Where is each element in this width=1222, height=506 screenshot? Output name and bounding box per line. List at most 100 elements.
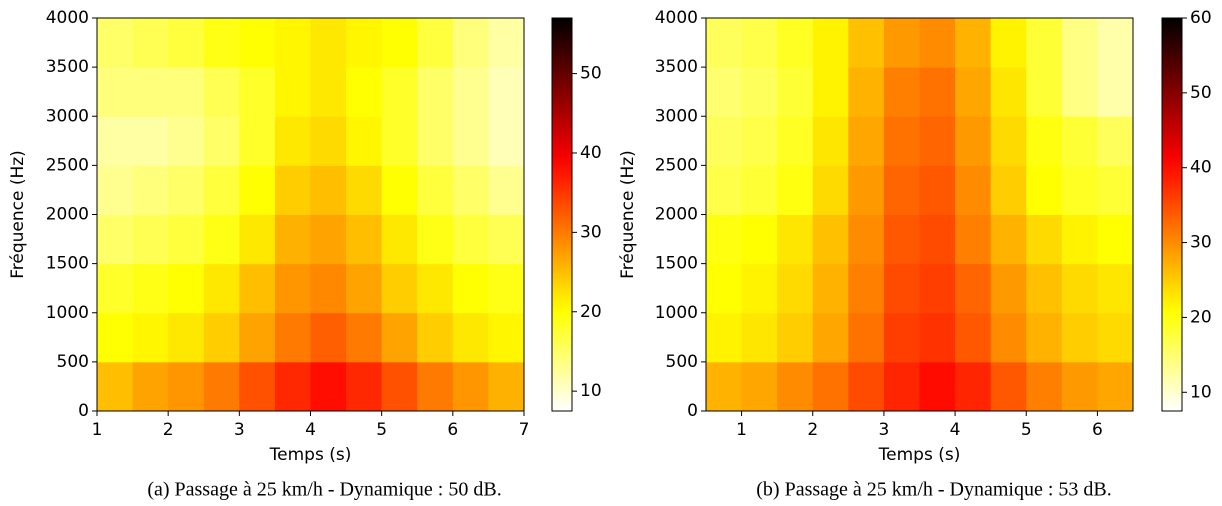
heatmap-cell [132,361,169,412]
caption: (a) Passage à 25 km/h - Dynamique : 50 d… [147,479,501,501]
heatmap-cell [1026,312,1063,363]
heatmap-cell [452,361,489,412]
x-axis-label: Temps (s) [878,445,961,465]
heatmap-cell [97,165,134,215]
heatmap-cell [417,214,454,265]
heatmap-cell [706,312,743,363]
heatmap-cell [1097,165,1134,215]
heatmap-cell [1026,263,1063,314]
y-tick-label: 1000 [46,303,89,323]
heatmap-cell [955,116,992,166]
heatmap-cell [132,312,169,363]
heatmap-cell [452,312,489,363]
heatmap-cell [452,18,489,68]
heatmap-cell [417,263,454,314]
heatmap-cell [97,361,134,412]
colorbar-tick-label: 10 [1190,382,1212,402]
heatmap-cell [955,18,992,68]
heatmap-cell [1026,116,1063,166]
heatmap-cell [1097,214,1134,265]
heatmap-cell [883,312,920,363]
colorbar [1161,17,1183,412]
x-tick-label: 2 [807,420,818,440]
heatmap-cell [168,214,205,265]
heatmap-cell [777,165,814,215]
heatmap-cell [777,361,814,412]
heatmap-cell [417,165,454,215]
heatmap-cell [346,18,383,68]
heatmap-cell [97,116,134,166]
heatmap-cell [1026,18,1063,68]
heatmap-cell [777,18,814,68]
heatmap-cell [706,67,743,117]
heatmap-cell [1061,312,1098,363]
heatmap-cell [310,361,347,412]
x-tick-label: 5 [1021,420,1032,440]
heatmap-cell [706,165,743,215]
heatmap-cell [883,263,920,314]
heatmap-cell [919,18,956,68]
heatmap-cell [1026,67,1063,117]
y-tick-label: 500 [666,352,698,372]
heatmap-cell [417,18,454,68]
heatmap-cell [346,67,383,117]
y-tick-label: 1500 [655,254,698,274]
heatmap-cell [381,263,418,314]
heatmap-cell [741,67,778,117]
y-tick-label: 3500 [655,57,698,77]
heatmap-cell [1097,67,1134,117]
heatmap-cell [417,312,454,363]
heatmap-cell [310,214,347,265]
heatmap-cell [452,165,489,215]
y-tick-label: 0 [687,401,698,421]
heatmap-cell [741,361,778,412]
colorbar-tick-label: 50 [1190,83,1212,103]
heatmap-cell [848,361,885,412]
x-tick-label: 4 [950,420,961,440]
heatmap-cell [97,18,134,68]
x-tick-label: 7 [519,420,530,440]
heatmap-cell [955,361,992,412]
heatmap-cell [346,165,383,215]
heatmap-cell [955,165,992,215]
heatmap-cell [168,67,205,117]
heatmap-cell [990,116,1027,166]
heatmap-cell [741,214,778,265]
heatmap-cell [812,312,849,363]
y-tick-label: 1000 [655,303,698,323]
heatmap-cell [741,18,778,68]
heatmap-cell [919,214,956,265]
heatmap-cell [239,116,276,166]
heatmap-cell [848,263,885,314]
heatmap-cell [848,165,885,215]
heatmap-cell [239,214,276,265]
heatmap-cell [848,116,885,166]
colorbar-tick-label: 20 [1190,307,1212,327]
heatmap-cell [777,263,814,314]
heatmap-cell [812,214,849,265]
heatmap-cell [203,18,240,68]
x-tick-label: 4 [305,420,316,440]
x-tick-label: 3 [879,420,890,440]
heatmap-cell [168,312,205,363]
colorbar-tick-label: 40 [1190,158,1212,178]
heatmap-cell [239,263,276,314]
heatmap-cell [848,312,885,363]
heatmap-cell [239,312,276,363]
y-tick-label: 1500 [46,254,89,274]
heatmap-cell [452,116,489,166]
heatmap-cell [706,18,743,68]
heatmap-cell [741,263,778,314]
heatmap-cell [990,18,1027,68]
heatmap-cell [168,361,205,412]
heatmap-cell [97,67,134,117]
heatmap-cell [1061,361,1098,412]
heatmap-cell [132,263,169,314]
y-tick-label: 4000 [46,8,89,28]
x-tick-label: 6 [1092,420,1103,440]
y-tick-label: 3000 [46,106,89,126]
heatmap-cell [346,214,383,265]
heatmap-cell [1061,165,1098,215]
heatmap-cell [168,165,205,215]
